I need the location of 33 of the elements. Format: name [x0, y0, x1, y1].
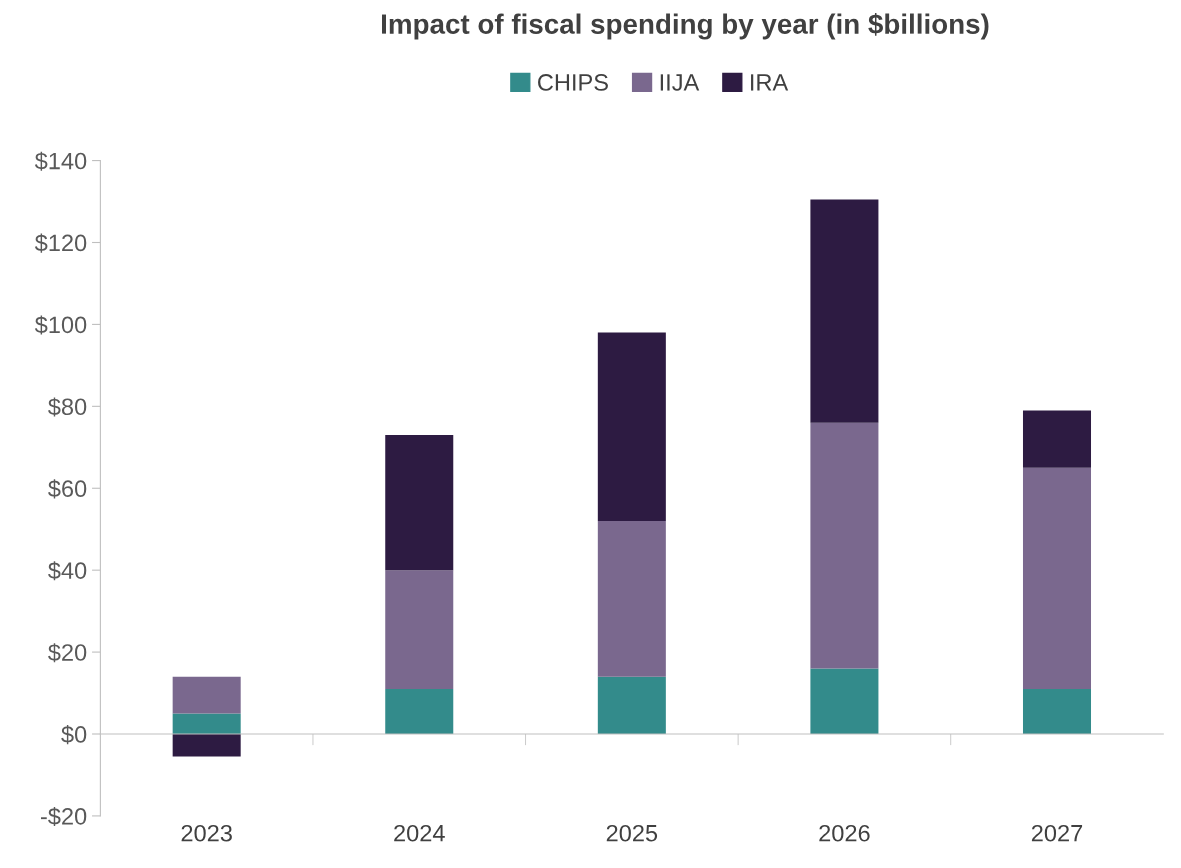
x-tick-label: 2023: [181, 824, 232, 842]
y-tick-label: -$20: [40, 807, 87, 827]
legend-label: IRA: [751, 74, 789, 91]
x-tick-label: 2026: [819, 824, 870, 842]
bar: [810, 422, 879, 669]
bar: [1022, 467, 1092, 689]
bar: [810, 668, 879, 734]
y-tick-label: $60: [48, 479, 87, 499]
bar: [810, 199, 879, 423]
bar: [597, 332, 666, 522]
bar: [1022, 688, 1092, 734]
y-tick-label: $140: [34, 151, 87, 171]
y-tick-label: $80: [48, 397, 87, 417]
bar: [597, 676, 666, 734]
chart-title: Impact of fiscal spending by year (in $billions): [382, 13, 989, 40]
x-tick-label: 2024: [394, 824, 445, 842]
y-tick-label: $120: [34, 233, 87, 253]
x-tick-label: 2025: [606, 824, 658, 842]
bar: [385, 570, 454, 689]
bar: [597, 521, 666, 677]
y-tick-label: $0: [61, 725, 87, 745]
bar: [172, 676, 241, 714]
y-tick-label: $100: [34, 315, 87, 335]
bar: [385, 688, 454, 734]
y-tick-label: $20: [48, 643, 87, 663]
legend-label: IIJA: [660, 74, 700, 91]
x-tick-label: 2027: [1031, 824, 1083, 842]
bar: [385, 435, 454, 571]
bar: [1022, 410, 1092, 468]
legend-label: CHIPS: [538, 74, 608, 91]
bar: [172, 713, 241, 734]
y-tick-label: $40: [48, 561, 87, 581]
bar: [172, 734, 241, 757]
